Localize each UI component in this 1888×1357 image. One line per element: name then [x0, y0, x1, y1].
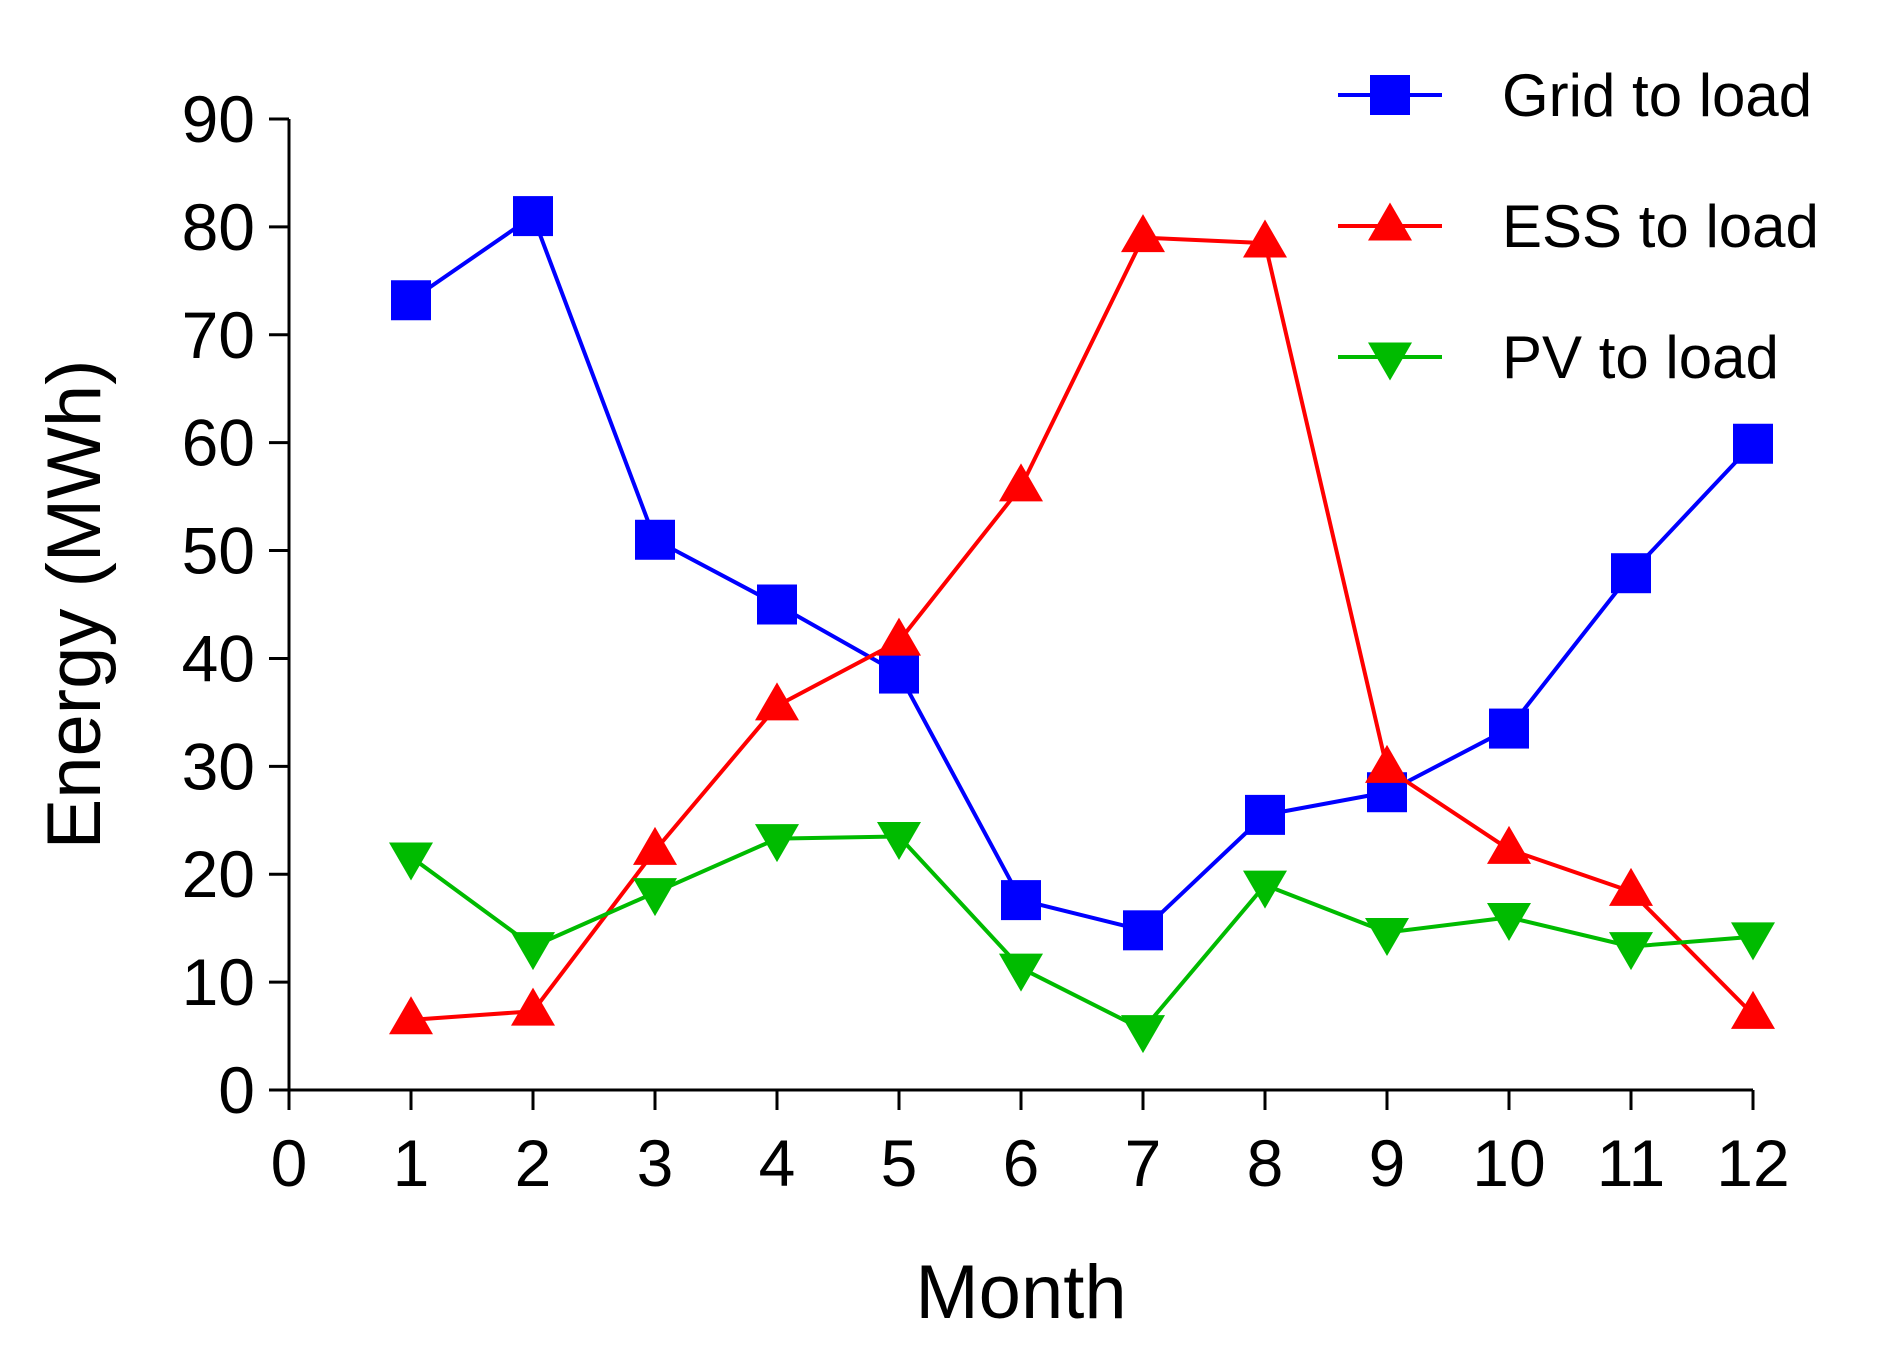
data-point — [1731, 990, 1775, 1029]
y-tick-label: 0 — [218, 1053, 255, 1127]
x-tick-label: 1 — [393, 1126, 430, 1200]
legend-label: Grid to load — [1502, 62, 1812, 129]
x-ticks: 0 1 2 3 4 5 6 7 8 9 10 11 12 — [271, 1090, 1790, 1200]
y-axis-title: Energy (MWh) — [32, 360, 117, 850]
x-tick-label: 4 — [759, 1126, 796, 1200]
data-point — [1121, 214, 1165, 253]
data-point — [757, 584, 797, 625]
data-point — [1731, 922, 1775, 961]
data-point — [1121, 1015, 1165, 1054]
x-tick-label: 9 — [1369, 1126, 1406, 1200]
legend-marker — [1368, 202, 1412, 241]
series-ess-to-load — [389, 214, 1775, 1035]
data-point — [1487, 902, 1531, 941]
data-point — [879, 653, 919, 694]
data-point — [389, 996, 433, 1035]
series-grid-to-load — [391, 196, 1773, 951]
data-point — [755, 682, 799, 721]
series-line — [409, 834, 1754, 1032]
series-line — [410, 235, 1755, 1022]
x-tick-label: 2 — [515, 1126, 552, 1200]
data-point — [1609, 867, 1653, 906]
x-tick-label: 10 — [1472, 1126, 1545, 1200]
data-point — [1489, 708, 1529, 749]
x-tick-label: 6 — [1003, 1126, 1040, 1200]
x-tick-label: 5 — [881, 1126, 918, 1200]
data-point — [633, 878, 677, 917]
data-point — [391, 280, 431, 321]
legend-marker — [1370, 75, 1410, 115]
x-tick-label: 3 — [637, 1126, 674, 1200]
legend-label: ESS to load — [1502, 193, 1819, 260]
data-point — [513, 196, 553, 237]
y-tick-label: 80 — [182, 190, 255, 264]
data-point — [1243, 870, 1287, 909]
series-line — [409, 214, 1755, 933]
data-point — [633, 826, 677, 865]
x-tick-label: 0 — [271, 1126, 308, 1200]
x-tick-label: 12 — [1716, 1126, 1789, 1200]
data-point — [999, 953, 1043, 992]
data-point — [1243, 219, 1287, 258]
x-axis-title: Month — [915, 1250, 1126, 1335]
data-point — [1609, 932, 1653, 971]
y-tick-label: 30 — [182, 729, 255, 803]
y-tick-label: 10 — [182, 945, 255, 1019]
data-point — [1365, 918, 1409, 957]
data-point — [877, 617, 921, 656]
data-point — [1365, 744, 1409, 783]
data-point — [1001, 880, 1041, 921]
legend-marker — [1368, 342, 1412, 381]
y-tick-label: 20 — [182, 837, 255, 911]
legend-item: ESS to load — [1338, 193, 1819, 260]
data-point — [1733, 423, 1773, 464]
data-point — [511, 932, 555, 971]
data-point — [389, 842, 433, 881]
data-point — [1123, 910, 1163, 951]
x-tick-label: 8 — [1247, 1126, 1284, 1200]
y-tick-label: 90 — [182, 82, 255, 156]
data-point — [999, 463, 1043, 502]
legend-item: Grid to load — [1338, 62, 1812, 129]
data-point — [1487, 825, 1531, 864]
series-layer — [389, 196, 1775, 1054]
x-tick-label: 11 — [1597, 1126, 1666, 1200]
series-pv-to-load — [389, 822, 1775, 1054]
y-tick-label: 60 — [182, 406, 255, 480]
data-point — [511, 987, 555, 1026]
y-tick-label: 50 — [182, 514, 255, 588]
y-tick-label: 40 — [182, 621, 255, 695]
data-point — [1611, 553, 1651, 594]
legend-item: PV to load — [1338, 324, 1779, 391]
legend-label: PV to load — [1502, 324, 1779, 391]
legend: Grid to load ESS to load PV to load — [1338, 62, 1819, 391]
data-point — [1245, 794, 1285, 835]
y-ticks: 0 10 20 30 40 50 60 70 80 90 — [182, 82, 289, 1127]
y-tick-label: 70 — [182, 298, 255, 372]
data-point — [755, 824, 799, 863]
data-point — [877, 822, 921, 861]
x-tick-label: 7 — [1125, 1126, 1162, 1200]
data-point — [635, 519, 675, 560]
